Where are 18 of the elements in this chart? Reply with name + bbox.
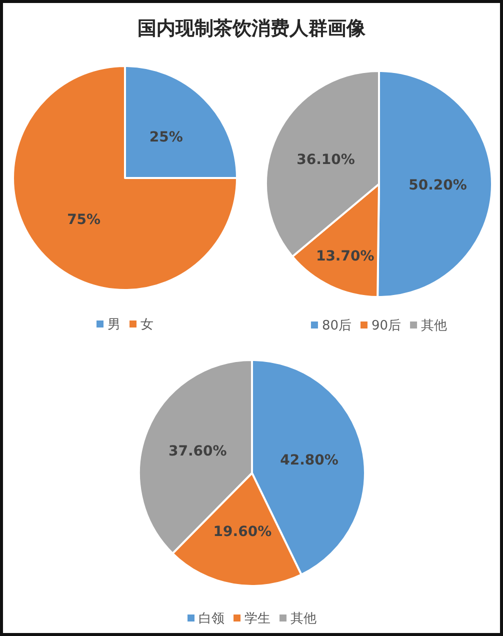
legend-label: 白领: [198, 612, 224, 627]
legend-label: 其他: [421, 318, 448, 334]
data-label: 37.60%: [168, 444, 227, 460]
legend-label: 80后: [322, 318, 352, 334]
data-label: 19.60%: [213, 524, 272, 540]
data-label: 50.20%: [408, 177, 467, 194]
legend-label: 学生: [244, 612, 270, 627]
legend-label: 女: [140, 318, 154, 333]
data-label: 42.80%: [280, 452, 338, 469]
legend-label: 其他: [290, 612, 316, 627]
legend-label: 90后: [372, 318, 402, 334]
data-label: 36.10%: [296, 152, 355, 168]
data-label: 25%: [149, 130, 183, 146]
pie-slice: [12, 65, 238, 291]
chart-title: 国内现制茶饮消费人群画像: [138, 18, 366, 40]
data-label: 75%: [67, 212, 101, 228]
data-label: 13.70%: [316, 248, 374, 264]
legend-label: 男: [108, 318, 120, 333]
